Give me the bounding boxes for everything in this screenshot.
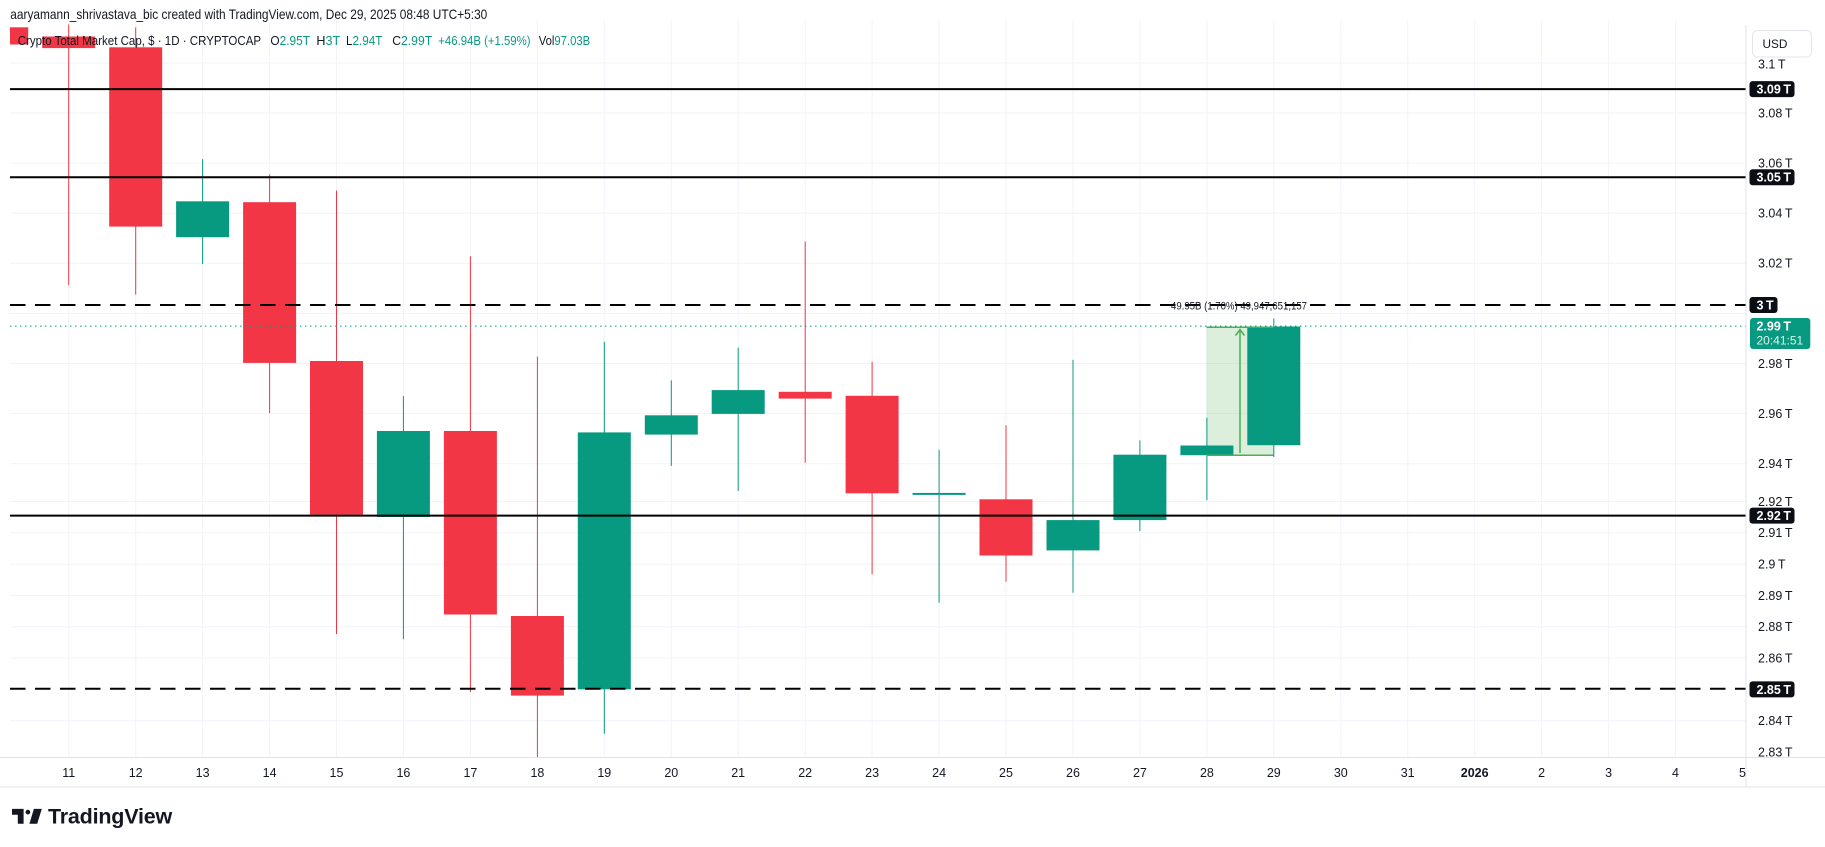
svg-text:2026: 2026 — [1461, 766, 1489, 780]
svg-text:2.91 T: 2.91 T — [1758, 526, 1793, 540]
svg-text:3.08 T: 3.08 T — [1758, 106, 1793, 120]
svg-text:20: 20 — [664, 766, 678, 780]
svg-text:29: 29 — [1267, 766, 1281, 780]
svg-text:20:41:51: 20:41:51 — [1757, 333, 1804, 347]
svg-text:2.96 T: 2.96 T — [1758, 407, 1793, 421]
svg-text:+46.94B (+1.59%): +46.94B (+1.59%) — [438, 33, 530, 48]
svg-text:2.83 T: 2.83 T — [1758, 746, 1793, 760]
svg-text:26: 26 — [1066, 766, 1080, 780]
svg-text:25: 25 — [999, 766, 1013, 780]
svg-text:2.98 T: 2.98 T — [1758, 357, 1793, 371]
svg-text:2.9 T: 2.9 T — [1758, 558, 1786, 572]
svg-text:2.88 T: 2.88 T — [1758, 620, 1793, 634]
svg-text:5: 5 — [1739, 766, 1746, 780]
svg-text:Crypto Total Market Cap, $ · 1: Crypto Total Market Cap, $ · 1D · CRYPTO… — [18, 33, 261, 48]
svg-text:22: 22 — [798, 766, 812, 780]
svg-text:2.94 T: 2.94 T — [1758, 457, 1793, 471]
svg-text:TradingView: TradingView — [48, 804, 173, 828]
svg-text:2.85 T: 2.85 T — [1757, 683, 1792, 697]
svg-text:H3T: H3T — [316, 33, 340, 48]
svg-text:2.99 T: 2.99 T — [1757, 320, 1792, 334]
svg-text:16: 16 — [396, 766, 410, 780]
svg-text:3.09 T: 3.09 T — [1757, 83, 1792, 97]
svg-text:27: 27 — [1133, 766, 1147, 780]
svg-text:USD: USD — [1763, 37, 1788, 51]
svg-text:18: 18 — [530, 766, 544, 780]
svg-text:3 T: 3 T — [1757, 298, 1774, 312]
svg-text:2.92 T: 2.92 T — [1758, 495, 1793, 509]
svg-text:24: 24 — [932, 766, 946, 780]
svg-text:C2.99T: C2.99T — [392, 33, 432, 48]
svg-text:23: 23 — [865, 766, 879, 780]
svg-text:Vol97.03B: Vol97.03B — [539, 33, 591, 48]
svg-text:31: 31 — [1401, 766, 1415, 780]
svg-text:3.1 T: 3.1 T — [1758, 57, 1786, 71]
svg-text:3: 3 — [1605, 766, 1612, 780]
svg-text:17: 17 — [463, 766, 477, 780]
svg-text:2: 2 — [1538, 766, 1545, 780]
svg-text:2.89 T: 2.89 T — [1758, 589, 1793, 603]
svg-text:21: 21 — [731, 766, 745, 780]
svg-text:O2.95T: O2.95T — [270, 33, 310, 48]
svg-text:28: 28 — [1200, 766, 1214, 780]
svg-text:15: 15 — [330, 766, 344, 780]
svg-text:11: 11 — [62, 766, 75, 780]
svg-text:13: 13 — [196, 766, 210, 780]
svg-text:2.84 T: 2.84 T — [1758, 714, 1793, 728]
svg-text:3.02 T: 3.02 T — [1758, 257, 1793, 271]
svg-text:2.92 T: 2.92 T — [1757, 509, 1792, 523]
svg-text:3.05 T: 3.05 T — [1757, 171, 1792, 185]
svg-text:14: 14 — [263, 766, 277, 780]
svg-text:4: 4 — [1672, 766, 1679, 780]
svg-text:12: 12 — [129, 766, 143, 780]
svg-text:3.04 T: 3.04 T — [1758, 207, 1793, 221]
svg-text:19: 19 — [597, 766, 611, 780]
svg-text:L2.94T: L2.94T — [346, 33, 382, 48]
svg-text:49.95B (1.70%) 49,947,651,157: 49.95B (1.70%) 49,947,651,157 — [1171, 301, 1307, 313]
svg-text:30: 30 — [1334, 766, 1348, 780]
svg-text:3.06 T: 3.06 T — [1758, 157, 1793, 171]
svg-text:2.86 T: 2.86 T — [1758, 652, 1793, 666]
svg-text:aaryamann_shrivastava_bic crea: aaryamann_shrivastava_bic created with T… — [10, 7, 487, 22]
